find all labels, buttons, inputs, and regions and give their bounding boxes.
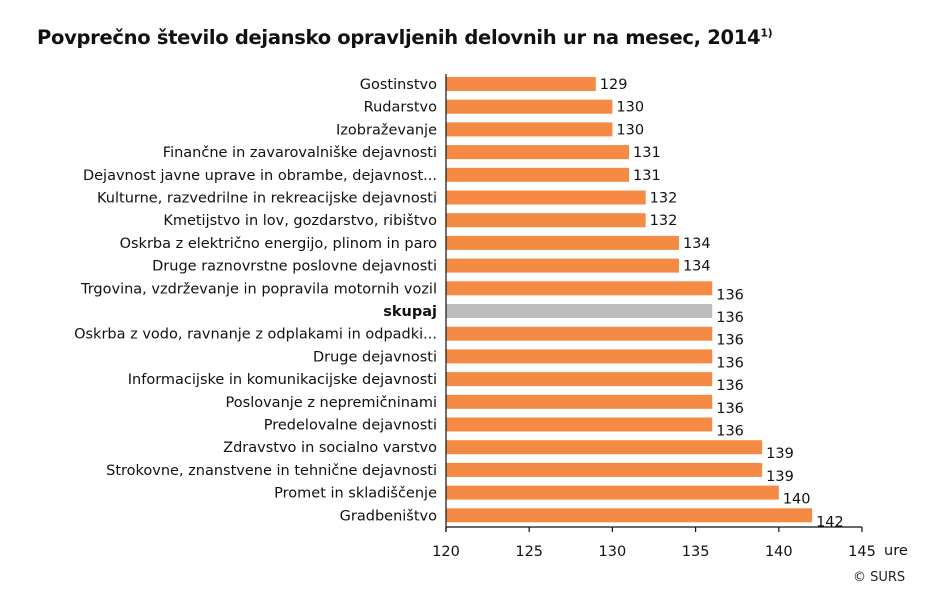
value-label: 130 [616,122,644,138]
category-label: Kmetijstvo in lov, gozdarstvo, ribištvo [163,213,437,229]
category-label: Predelovalne dejavnosti [264,418,437,434]
bar [446,122,613,137]
bar [446,394,713,409]
x-tick-label: 145 [848,544,876,560]
value-label: 134 [683,236,711,252]
bar [446,304,713,318]
value-label: 136 [716,333,744,349]
x-tick-label: 135 [682,544,710,560]
x-tick-label: 130 [599,544,627,560]
category-label: Oskrba z vodo, ravnanje z odplakami in o… [74,327,437,343]
category-label: Kulturne, razvedrilne in rekreacijske de… [97,191,437,207]
category-label: skupaj [383,304,437,320]
category-label: Druge raznovrstne poslovne dejavnosti [152,259,437,275]
value-label: 136 [716,424,744,440]
value-label: 132 [650,213,678,229]
bar [446,77,596,91]
value-label: 136 [716,310,744,326]
title-footnote: 1) [760,26,773,40]
bar [446,99,613,114]
x-tick-label: 125 [515,544,543,560]
bar [446,167,630,182]
category-label: Dejavnost javne uprave in obrambe, dejav… [83,168,437,184]
bar [446,281,713,296]
value-label: 136 [716,287,744,303]
value-label: 136 [716,401,744,417]
bar [446,145,630,160]
x-axis-label: ure [884,543,908,559]
bar [446,258,679,273]
category-label: Gradbeništvo [340,508,437,524]
bar [446,235,679,250]
value-label: 139 [766,469,794,485]
bar [446,485,779,500]
category-label: Rudarstvo [364,100,437,116]
value-label: 131 [633,168,661,184]
category-label: Oskrba z električno energijo, plinom in … [120,236,438,252]
bar [446,190,646,205]
value-label: 129 [600,77,628,93]
value-label: 130 [616,100,644,116]
bar [446,326,713,341]
value-label: 136 [716,355,744,371]
category-label: Promet in skladiščenje [274,486,437,502]
value-label: 136 [716,378,744,394]
value-label: 132 [650,191,678,207]
value-label: 140 [783,492,811,508]
bar [446,508,813,523]
value-label: 134 [683,259,711,275]
credit: © SURS [853,570,906,585]
bar [446,440,763,455]
category-label: Informacijske in komunikacijske dejavnos… [128,372,437,388]
category-label: Zdravstvo in socialno varstvo [223,440,437,456]
x-tick-label: 120 [432,544,460,560]
value-label: 139 [766,446,794,462]
bar [446,417,713,432]
value-label: 142 [816,514,844,530]
category-label: Poslovanje z nepremičninami [226,395,437,411]
category-label: Gostinstvo [360,77,437,93]
category-label: Strokovne, znanstvene in tehnične dejavn… [106,463,437,479]
category-label: Izobraževanje [336,122,437,138]
category-label: Finančne in zavarovalniške dejavnosti [163,145,437,161]
bar [446,349,713,364]
bar [446,372,713,387]
category-label: Trgovina, vzdrževanje in popravila motor… [80,281,437,297]
category-label: Druge dejavnosti [313,349,437,365]
chart-title: Povprečno število dejansko opravljenih d… [37,26,773,49]
bar [446,462,763,477]
value-label: 131 [633,145,661,161]
x-tick-label: 140 [765,544,793,560]
bar [446,213,646,228]
